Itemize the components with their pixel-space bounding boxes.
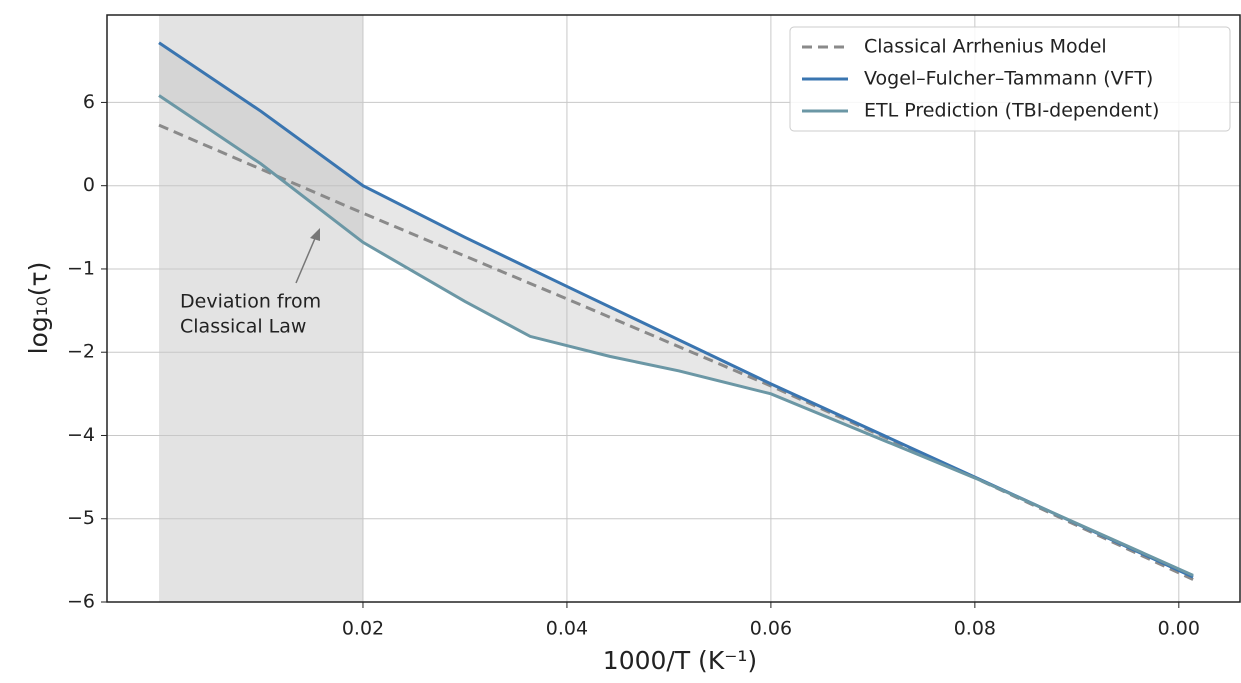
- plot-frame: [106, 14, 1241, 603]
- annotation-arrowhead: [310, 228, 320, 241]
- y-tick-label: −4: [67, 424, 95, 446]
- legend-label: Vogel–Fulcher–Tammann (VFT): [864, 68, 1153, 90]
- y-tick-label: 0: [83, 174, 95, 196]
- x-tick-label: 0.04: [546, 618, 588, 640]
- x-tick-label: 0.08: [954, 618, 996, 640]
- legend-box: [789, 26, 1231, 132]
- y-axis-label: log₁₀(τ): [24, 262, 53, 355]
- x-tick-label: 0.00: [1158, 618, 1200, 640]
- y-tick-label: −2: [67, 341, 95, 363]
- annotation-text: Classical Law: [180, 316, 306, 338]
- annotation-text: Deviation from: [180, 291, 321, 313]
- series-line: [158, 41, 1194, 579]
- legend-label: ETL Prediction (TBI-dependent): [864, 100, 1159, 122]
- y-tick-label: 6: [83, 91, 95, 113]
- x-tick-label: 0.06: [750, 618, 792, 640]
- x-tick-label: 0.02: [342, 618, 384, 640]
- y-tick-label: −6: [67, 591, 95, 613]
- annotation-arrow: [295, 235, 317, 284]
- x-axis-label: 1000/T (K⁻¹): [603, 646, 757, 675]
- y-tick-label: −5: [67, 507, 95, 529]
- y-tick-label: −1: [67, 257, 95, 279]
- series-line: [158, 94, 1194, 577]
- legend-label: Classical Arrhenius Model: [864, 36, 1107, 58]
